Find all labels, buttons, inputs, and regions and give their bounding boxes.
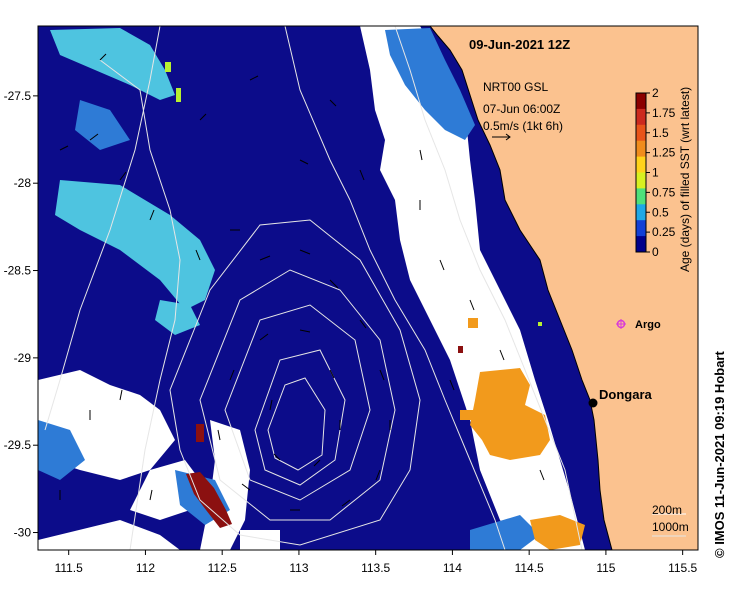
colorbar-tick-label: 1 (652, 166, 659, 180)
y-tick-label: -29 (14, 351, 32, 365)
y-tick-label: -28.5 (4, 264, 32, 278)
map-title: 09-Jun-2021 12Z (469, 37, 570, 52)
colorbar-swatch (636, 124, 646, 142)
depth-legend-200m: 200m (652, 503, 682, 517)
depth-contours (44, 26, 583, 550)
x-tick-label: 112.5 (208, 561, 237, 575)
colorbar-swatch (636, 220, 646, 237)
dongara-marker (588, 398, 598, 408)
x-tick-label: 112 (136, 561, 155, 575)
colorbar-swatch (636, 108, 646, 126)
argo-marker (616, 319, 626, 329)
colorbar-tick-label: 0.75 (652, 185, 676, 199)
current-vectors (59, 53, 545, 511)
blue-age-patches (38, 28, 540, 550)
x-tick-label: 115 (596, 561, 615, 575)
depth-legend-1000m: 1000m (652, 520, 689, 534)
lime-age-patches (165, 62, 542, 326)
velocity-legend-line2: 07-Jun 06:00Z (483, 102, 560, 116)
colorbar-swatch (636, 156, 646, 173)
cyan-age-patches (50, 28, 215, 335)
x-tick-label: 115.5 (668, 561, 697, 575)
plot-frame (37, 25, 699, 551)
velocity-scale-arrow (492, 133, 511, 141)
map-plot-area (38, 26, 698, 550)
colorbar-swatch (636, 172, 646, 189)
colorbar-tick-label: 0.5 (652, 205, 669, 219)
colorbar-swatch (636, 93, 646, 110)
colorbar-tick-label: 1.5 (652, 126, 669, 140)
colorbar: 2 1.75 1.5 1.25 1 0.75 0.5 0.25 0 Age (days) of … (635, 86, 692, 272)
x-tick-label: 113 (289, 561, 308, 575)
copyright-credit: © IMOS 11-Jun-2021 09:19 Hobart (712, 351, 727, 558)
colorbar-swatch (636, 236, 646, 253)
x-tick-label: 111.5 (55, 561, 84, 575)
y-tick-label: -27.5 (4, 89, 32, 103)
x-tick-label: 113.5 (361, 561, 390, 575)
colorbar-tick-label: 0.25 (652, 225, 676, 239)
x-axis-ticks: 111.5 112 112.5 113 113.5 114 114.5 115 115.5 (55, 550, 698, 575)
argo-label: Argo (635, 319, 661, 331)
colorbar-swatch (636, 140, 646, 158)
y-tick-label: -28 (14, 176, 32, 190)
colorbar-tick-label: 2 (652, 86, 659, 100)
velocity-legend-line3: 0.5m/s (1kt 6h) (483, 119, 563, 133)
orange-age-patches (460, 318, 585, 550)
colorbar-swatch (636, 188, 646, 205)
colorbar-tick-label: 1.25 (652, 146, 676, 160)
colorbar-tick-label: 0 (652, 245, 659, 259)
y-tick-label: -30 (14, 526, 32, 540)
colorbar-tick-label: 1.75 (652, 106, 676, 120)
colorbar-swatch (636, 204, 646, 221)
x-tick-label: 114 (443, 561, 462, 575)
land-mass (430, 26, 698, 550)
red-age-patches (186, 346, 463, 528)
colorbar-title: Age (days) of filled SST (wrt latest) (678, 87, 692, 272)
y-tick-label: -29.5 (4, 438, 32, 452)
x-tick-label: 114.5 (515, 561, 544, 575)
velocity-legend-line1: NRT00 GSL (483, 80, 548, 94)
coastline (429, 26, 613, 550)
y-axis-ticks: -27.5 -28 -28.5 -29 -29.5 -30 (4, 89, 38, 540)
dongara-label: Dongara (599, 387, 653, 402)
